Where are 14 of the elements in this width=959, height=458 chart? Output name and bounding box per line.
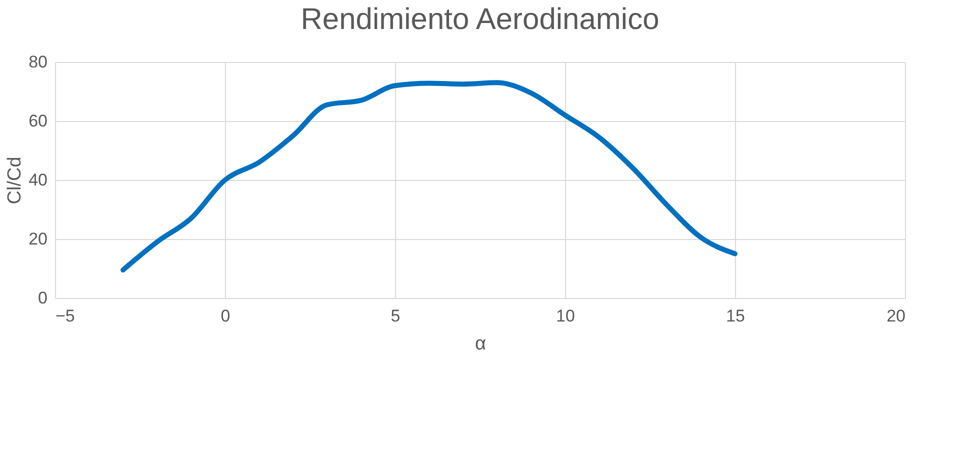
- y-tick-label: 40: [28, 170, 48, 190]
- x-tick-label: −5: [56, 306, 75, 326]
- y-tick-label: 20: [28, 230, 48, 248]
- x-tick-label: 0: [220, 306, 230, 326]
- y-tick-label: 0: [38, 288, 48, 308]
- y-axis-title: Cl/Cd: [4, 156, 26, 204]
- chart-title: Rendimiento Aerodinamico: [300, 3, 660, 36]
- y-tick-label: 60: [28, 112, 48, 130]
- y-tick-label: 80: [28, 52, 48, 72]
- x-tick-label: 5: [390, 306, 400, 326]
- x-tick-label: 10: [556, 306, 575, 326]
- x-axis-title: α: [475, 334, 486, 354]
- x-tick-label: 20: [886, 306, 906, 326]
- x-tick-label: 15: [726, 306, 745, 326]
